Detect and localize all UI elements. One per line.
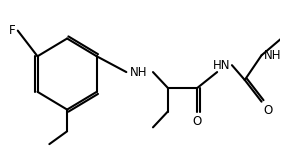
- Text: NH: NH: [130, 66, 147, 79]
- Text: NH: NH: [264, 49, 281, 62]
- Text: HN: HN: [213, 59, 231, 72]
- Text: O: O: [193, 115, 202, 128]
- Text: O: O: [264, 104, 273, 117]
- Text: F: F: [9, 24, 16, 37]
